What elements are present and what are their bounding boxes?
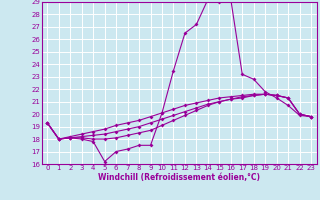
X-axis label: Windchill (Refroidissement éolien,°C): Windchill (Refroidissement éolien,°C) <box>98 173 260 182</box>
